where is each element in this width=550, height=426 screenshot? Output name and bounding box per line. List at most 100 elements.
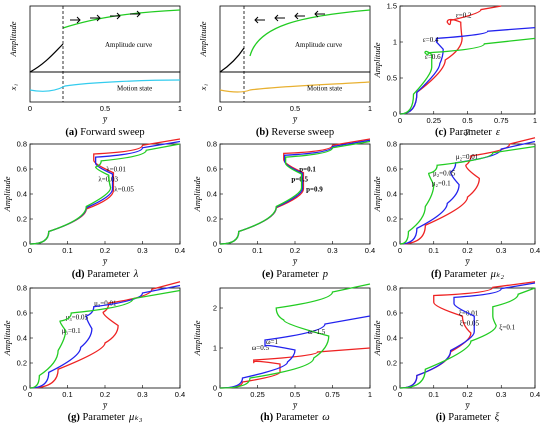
series-line-1: [29, 140, 181, 245]
amplitude-upper-branch: [249, 9, 371, 57]
x-tick-label: 0.2: [100, 246, 110, 255]
panel-c: 0 0.25 0.5 0.75 1 0 0.5 1 1.5 ε=0.2 ε=0.4 ε=0.6 Ampl…: [372, 2, 537, 139]
y-tick-label: 0: [23, 384, 27, 393]
x-tick-label: 0: [28, 390, 32, 399]
axes-motion: [219, 71, 371, 103]
x-axis-label: y̅: [292, 256, 298, 266]
y-tick-label: 0.6: [17, 165, 27, 174]
panel-g: 0 0.1 0.2 0.3 0.4 0 0.2 0.4 0.6 0.8 μ₃=0.01 μ₃=0.05…: [2, 281, 185, 423]
y-tick-label: 0.4: [387, 190, 397, 199]
x-tick-label: 0: [218, 246, 222, 255]
caption-letter: (i): [436, 412, 446, 423]
y-tick-label: 0.8: [17, 284, 27, 293]
caption-symbol: ξ: [495, 412, 500, 423]
series-label-0: ω=0.5: [252, 344, 270, 352]
axes: [219, 287, 371, 389]
y-tick-label: 0: [213, 240, 217, 249]
series-line-2: [219, 283, 371, 389]
x-tick-label: 0.2: [462, 390, 472, 399]
x-tick-label: 0.3: [137, 246, 147, 255]
x-tick-label: 0: [398, 116, 402, 125]
y-axis-label: Amplitude: [192, 176, 202, 212]
series-line-1: [29, 284, 181, 389]
panel-f: 0 0.1 0.2 0.3 0.4 0 0.2 0.4 0.6 0.8 μ₂=0.01μ₂=0.05…: [372, 137, 540, 280]
x-tick-label: 0: [398, 390, 402, 399]
axes-amplitude: [29, 5, 181, 73]
x-tick-label: 0: [218, 390, 222, 399]
sweep-arrow-icon: [110, 12, 121, 20]
x-tick-label: 0.4: [175, 246, 185, 255]
caption-symbol: p: [322, 269, 328, 280]
series-label-2: ε=0.6: [425, 53, 441, 61]
series-line-2: [29, 289, 181, 389]
caption-letter: (g): [68, 412, 81, 423]
x-tick-label: 1: [178, 104, 182, 113]
caption-letter: (f): [431, 269, 442, 280]
x-tick-label: 0.5: [290, 104, 300, 113]
x-tick-label: 0.1: [62, 246, 72, 255]
caption-letter: (c): [435, 127, 447, 138]
y-axis-label: Amplitude: [372, 176, 382, 212]
series-line-0: [219, 347, 371, 389]
x-tick-label: 0.3: [496, 246, 506, 255]
x-axis-label: y̅: [102, 114, 108, 124]
caption-text: Parameter: [441, 269, 487, 280]
x-tick-label: 0.1: [429, 390, 439, 399]
x-tick-label: 0.25: [426, 116, 441, 125]
caption-letter: (a): [65, 127, 78, 138]
y-tick-label: 0.8: [387, 284, 397, 293]
x-tick-label: 0.4: [365, 246, 375, 255]
panel-e: 0 0.1 0.2 0.3 0.4 0 0.2 0.4 0.6 0.8 p=0.1 p=0.5 p=0.…: [192, 138, 375, 280]
axes: [29, 143, 181, 245]
y-tick-label: 0: [393, 110, 397, 119]
panel-b: Amplitude curve Motion state Amplitude x₁ 0 0…: [198, 5, 372, 138]
sweep-arrow-icon: [70, 16, 81, 24]
y-tick-label: 0.6: [207, 165, 217, 174]
y-tick-label: 2: [213, 304, 217, 313]
caption-text: Parameter: [274, 269, 320, 280]
panel-caption: (b) Reverse sweep: [256, 127, 334, 138]
y-axis-label: Amplitude: [8, 21, 18, 57]
x-tick-label: 0: [398, 246, 402, 255]
series-line-0: [29, 281, 181, 389]
caption-text: Forward sweep: [78, 127, 145, 138]
y-tick-label: 0: [213, 384, 217, 393]
x-axis-label: y̅: [465, 256, 471, 266]
y-tick-label: 0: [393, 384, 397, 393]
y-tick-label: 0.6: [387, 309, 397, 318]
caption-letter: (h): [260, 412, 273, 423]
x-tick-label: 1: [368, 390, 372, 399]
y-tick-label: 0: [393, 240, 397, 249]
sweep-arrow-icon: [274, 14, 285, 22]
caption-symbol: ω: [322, 412, 329, 423]
caption-text: Parameter: [446, 412, 492, 423]
y-tick-label: 0.4: [17, 334, 27, 343]
y-tick-label: 0.2: [17, 359, 27, 368]
sweep-arrow-icon: [314, 10, 325, 18]
series-label-2: p=0.9: [306, 186, 323, 194]
series-label-1: ε=0.4: [423, 36, 439, 44]
series-line-2: [29, 143, 181, 245]
y-axis-label: Amplitude: [2, 176, 12, 212]
y-tick-label: 0.5: [387, 74, 397, 83]
series-label-1: ω=1: [266, 338, 279, 346]
x-tick-label: 0.1: [429, 246, 439, 255]
series-line-2: [219, 140, 371, 245]
x-tick-label: 0.5: [100, 104, 110, 113]
y-tick-label: 0: [23, 240, 27, 249]
x-axis-label: y̅: [292, 400, 298, 410]
caption-letter: (d): [72, 269, 85, 280]
series-label-1: μ₂=0.05: [433, 169, 456, 177]
caption-letter: (b): [256, 127, 269, 138]
x-tick-label: 0.4: [530, 390, 540, 399]
series-line-1: [219, 315, 371, 389]
annotation-motion-state: Motion state: [307, 85, 342, 93]
x-tick-label: 1: [368, 104, 372, 113]
sweep-arrow-icon: [130, 10, 141, 18]
annotation-amplitude-curve: Amplitude curve: [295, 41, 342, 49]
y-axis-label: Amplitude: [372, 42, 382, 78]
series-label-0: ε=0.2: [456, 12, 472, 20]
panel-caption: (f) Parameter μₖ₂: [431, 269, 504, 280]
axes: [219, 143, 371, 245]
